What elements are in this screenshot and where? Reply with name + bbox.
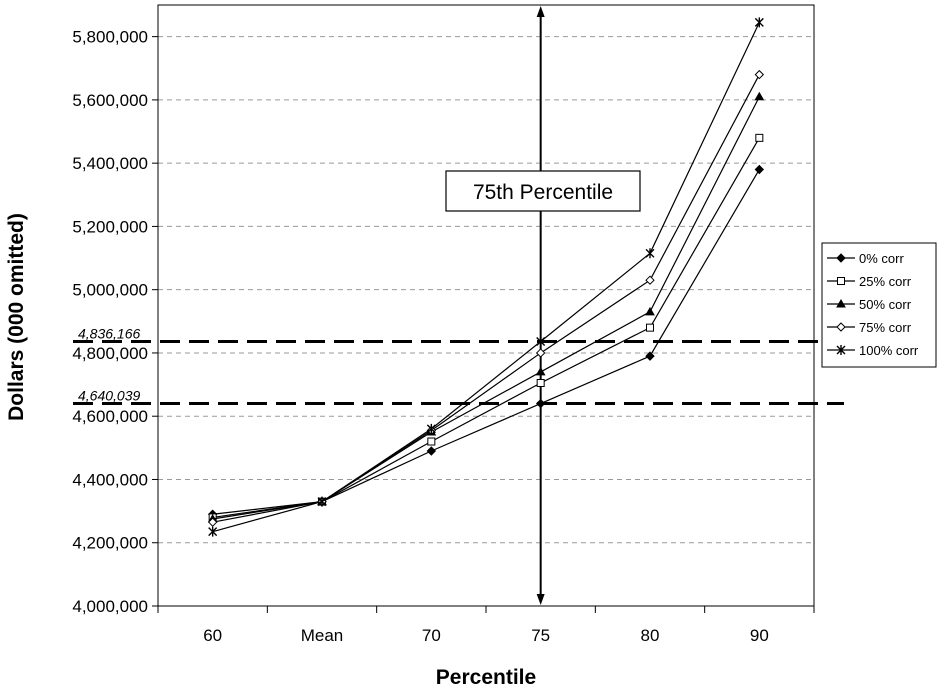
vertical-marker bbox=[536, 6, 545, 605]
y-tick-label: 5,000,000 bbox=[72, 281, 148, 300]
y-tick-label: 5,600,000 bbox=[72, 91, 148, 110]
x-tick-label: 80 bbox=[641, 626, 660, 645]
data-point bbox=[207, 517, 218, 527]
plot-area bbox=[157, 4, 815, 607]
data-point bbox=[645, 306, 655, 316]
x-tick-label: 60 bbox=[203, 626, 222, 645]
data-point bbox=[208, 526, 218, 537]
data-point bbox=[317, 496, 327, 507]
series-2 bbox=[207, 91, 765, 523]
legend-marker bbox=[837, 277, 845, 285]
y-tick-label: 4,000,000 bbox=[72, 597, 148, 616]
x-axis-title: Percentile bbox=[436, 666, 536, 689]
series-4 bbox=[208, 17, 764, 537]
y-tick-label: 5,400,000 bbox=[72, 154, 148, 173]
series-line bbox=[212, 96, 760, 520]
reference-line-label: 4,640,039 bbox=[78, 388, 140, 404]
y-tick-label: 5,800,000 bbox=[72, 28, 148, 47]
x-tick-label: 75 bbox=[531, 626, 550, 645]
legend-label: 75% corr bbox=[859, 320, 912, 335]
reference-lines: 4,836,166 4,640,039 bbox=[73, 326, 844, 406]
legend-label: 25% corr bbox=[859, 274, 912, 289]
data-point bbox=[754, 69, 765, 80]
legend-item: 25% corr bbox=[827, 274, 912, 289]
arrow-up-icon bbox=[536, 6, 545, 17]
arrow-down-icon bbox=[536, 594, 545, 605]
annotation: 75th Percentile bbox=[445, 170, 641, 212]
y-tick-label: 4,200,000 bbox=[72, 534, 148, 553]
gridlines bbox=[158, 36, 814, 544]
legend-label: 0% corr bbox=[859, 251, 904, 266]
legend-marker bbox=[836, 345, 846, 355]
x-tick-label: Mean bbox=[301, 626, 344, 645]
series-lines bbox=[207, 17, 765, 537]
data-point bbox=[536, 336, 546, 347]
data-point bbox=[535, 366, 546, 376]
legend-label: 50% corr bbox=[859, 297, 912, 312]
annotation-box bbox=[445, 170, 641, 212]
data-point bbox=[535, 398, 546, 409]
legend-marker bbox=[836, 298, 846, 308]
legend-marker bbox=[836, 322, 846, 332]
x-tick-label: 90 bbox=[750, 626, 769, 645]
legend: 0% corr 25% corr 50% corr 75% corr 100% corr bbox=[821, 242, 937, 368]
y-tick-label: 5,200,000 bbox=[72, 217, 148, 236]
series-line bbox=[212, 74, 760, 523]
series-3 bbox=[207, 69, 765, 527]
y-axis-title: Dollars (000 omitted) bbox=[5, 213, 28, 421]
data-point bbox=[426, 446, 437, 456]
data-point bbox=[426, 423, 436, 434]
legend-item: 50% corr bbox=[827, 297, 912, 312]
data-point bbox=[754, 17, 764, 28]
y-tick-label: 4,400,000 bbox=[72, 470, 148, 489]
legend-item: 75% corr bbox=[827, 320, 912, 335]
data-point bbox=[646, 323, 654, 332]
y-tick-label: 4,800,000 bbox=[72, 344, 148, 363]
reference-line-label: 4,836,166 bbox=[78, 326, 140, 342]
y-axis: 4,000,000 4,200,000 4,400,000 4,600,000 4,80… bbox=[72, 28, 158, 616]
legend-item: 100% corr bbox=[827, 343, 919, 358]
legend-item: 0% corr bbox=[827, 251, 904, 266]
data-point bbox=[536, 378, 545, 387]
data-point bbox=[535, 348, 546, 358]
x-tick-label: 70 bbox=[422, 626, 441, 645]
y-tick-label: 4,600,000 bbox=[72, 407, 148, 426]
annotation-label: 75th Percentile bbox=[473, 181, 613, 204]
data-point bbox=[755, 133, 764, 142]
series-line bbox=[212, 22, 760, 533]
data-point bbox=[645, 248, 655, 259]
data-point bbox=[754, 164, 765, 175]
data-point bbox=[754, 91, 765, 101]
data-point bbox=[427, 437, 436, 446]
data-point bbox=[645, 275, 655, 285]
legend-marker bbox=[836, 253, 846, 263]
data-point bbox=[645, 351, 655, 361]
legend-label: 100% corr bbox=[859, 343, 919, 358]
x-axis: 60 Mean 70 75 80 90 bbox=[157, 606, 815, 645]
